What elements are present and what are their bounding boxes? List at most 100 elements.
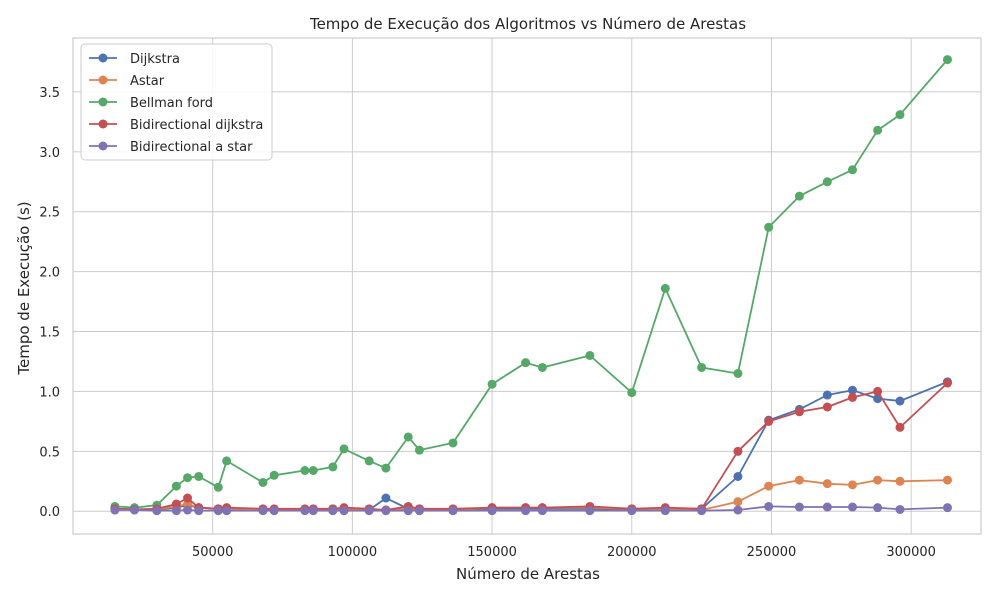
data-point-bidirectional-a-star (171, 506, 181, 516)
data-point-astar (733, 497, 743, 507)
y-axis-ticks: 0.0 0.5 1.0 1.5 2.0 2.5 3.0 3.5 (39, 86, 60, 520)
data-point-astar (895, 476, 905, 486)
data-point-bellman-ford (258, 477, 268, 487)
data-point-dijkstra (822, 390, 832, 400)
data-point-bidirectional-a-star (487, 506, 497, 516)
legend-swatch-marker (98, 141, 108, 151)
legend-swatch-marker (98, 119, 108, 129)
data-point-bidirectional-a-star (152, 506, 162, 516)
legend-label: Dijkstra (130, 52, 180, 67)
y-tick-label: 0.0 (39, 505, 60, 520)
data-point-bellman-ford (194, 471, 204, 481)
data-point-astar (794, 475, 804, 485)
data-point-bidirectional-dijkstra (873, 386, 883, 396)
data-point-bidirectional-a-star (895, 504, 905, 514)
data-point-bellman-ford (873, 125, 883, 135)
series-line-bidirectional-dijkstra (114, 382, 949, 511)
legend-item: Bidirectional a star (89, 140, 253, 155)
data-point-bidirectional-a-star (794, 502, 804, 512)
data-point-bidirectional-a-star (822, 502, 832, 512)
legend-box (80, 43, 273, 161)
legend-swatch-marker (98, 53, 108, 63)
y-tick-label: 2.0 (39, 266, 60, 281)
data-point-bidirectional-a-star (129, 505, 139, 515)
x-axis-ticks: 50000 100000 150000 200000 250000 300000 (192, 545, 936, 560)
data-point-dijkstra (847, 385, 857, 395)
data-point-bidirectional-dijkstra (794, 407, 804, 417)
data-point-bellman-ford (660, 283, 670, 293)
data-point-bidirectional-a-star (448, 506, 458, 516)
data-point-bidirectional-dijkstra (942, 378, 952, 388)
data-point-bidirectional-dijkstra (171, 499, 181, 509)
data-point-bidirectional-a-star (764, 501, 774, 511)
data-point-bellman-ford (171, 481, 181, 491)
data-point-bellman-ford (895, 110, 905, 120)
y-tick-label: 2.5 (39, 206, 60, 221)
data-point-bellman-ford (822, 177, 832, 187)
chart-title: Tempo de Execução dos Algoritmos vs Núme… (309, 15, 746, 33)
data-point-bidirectional-a-star (110, 505, 120, 515)
data-point-bidirectional-a-star (521, 506, 531, 516)
data-point-bellman-ford (328, 462, 338, 472)
series-line-bidirectional-a-star (114, 505, 948, 512)
data-point-bidirectional-a-star (942, 503, 952, 513)
data-point-bidirectional-a-star (660, 506, 670, 516)
data-point-bellman-ford (794, 191, 804, 201)
data-point-dijkstra (895, 396, 905, 406)
x-tick-label: 50000 (192, 545, 233, 560)
y-axis-label: Tempo de Execução (s) (15, 201, 33, 375)
legend-swatch-marker (98, 97, 108, 107)
y-tick-label: 1.5 (39, 326, 60, 341)
data-point-bidirectional-a-star (183, 505, 193, 515)
data-point-bidirectional-dijkstra (764, 416, 774, 426)
y-tick-label: 0.5 (39, 445, 60, 460)
legend-label: Bidirectional dijkstra (130, 118, 263, 133)
data-point-bellman-ford (733, 368, 743, 378)
data-point-bellman-ford (403, 432, 413, 442)
data-point-bellman-ford (269, 470, 279, 480)
data-point-bellman-ford (764, 222, 774, 232)
legend-item: Astar (89, 74, 165, 89)
data-point-bidirectional-dijkstra (733, 446, 743, 456)
data-point-dijkstra (733, 471, 743, 481)
data-point-astar (873, 475, 883, 485)
data-point-bidirectional-a-star (269, 506, 279, 516)
data-point-astar (764, 481, 774, 491)
data-point-astar (822, 479, 832, 489)
series-group (110, 55, 952, 516)
legend: Dijkstra Astar Bellman ford Bidirectional d… (80, 43, 273, 161)
plot-area (72, 37, 982, 535)
legend-swatch-marker (98, 75, 108, 85)
data-point-bidirectional-a-star (697, 506, 707, 516)
legend-item: Dijkstra (89, 52, 180, 67)
data-point-bidirectional-a-star (339, 506, 349, 516)
data-point-bellman-ford (627, 388, 637, 398)
data-point-bellman-ford (339, 444, 349, 454)
data-point-bellman-ford (847, 165, 857, 175)
legend-item: Bellman ford (89, 96, 213, 111)
data-point-bidirectional-dijkstra (183, 493, 193, 503)
data-point-bidirectional-a-star (194, 506, 204, 516)
x-tick-label: 100000 (328, 545, 378, 560)
data-point-bellman-ford (183, 473, 193, 483)
data-point-bidirectional-a-star (308, 506, 318, 516)
data-point-bidirectional-a-star (733, 505, 743, 515)
x-tick-label: 250000 (747, 545, 797, 560)
data-point-bidirectional-a-star (847, 502, 857, 512)
data-point-bidirectional-a-star (213, 506, 223, 516)
data-point-bidirectional-a-star (222, 506, 232, 516)
data-point-bidirectional-a-star (364, 506, 374, 516)
data-point-bidirectional-a-star (627, 506, 637, 516)
data-point-bellman-ford (300, 466, 310, 476)
y-tick-label: 3.0 (39, 146, 60, 161)
legend-label: Bidirectional a star (130, 140, 253, 155)
x-tick-label: 300000 (886, 545, 936, 560)
data-point-bellman-ford (697, 362, 707, 372)
data-point-bidirectional-a-star (258, 506, 268, 516)
data-point-bellman-ford (308, 466, 318, 476)
data-point-bellman-ford (364, 456, 374, 466)
plot-frame (72, 37, 982, 535)
legend-label: Astar (130, 74, 165, 89)
data-point-bellman-ford (448, 438, 458, 448)
x-tick-label: 200000 (607, 545, 657, 560)
